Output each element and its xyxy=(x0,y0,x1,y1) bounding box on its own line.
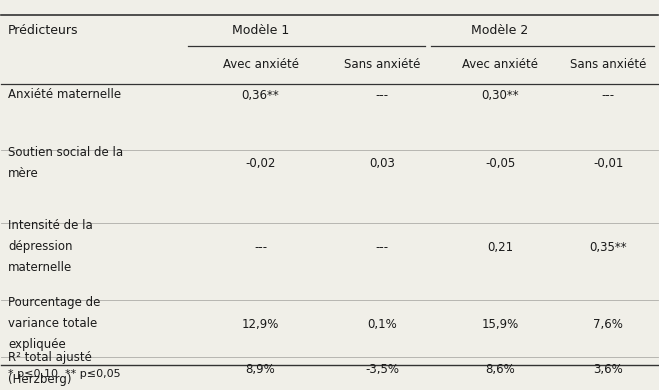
Text: 8,9%: 8,9% xyxy=(246,363,275,376)
Text: -0,01: -0,01 xyxy=(593,158,623,170)
Text: 8,6%: 8,6% xyxy=(485,363,515,376)
Text: -0,05: -0,05 xyxy=(485,158,515,170)
Text: 3,6%: 3,6% xyxy=(594,363,623,376)
Text: Modèle 2: Modèle 2 xyxy=(471,24,529,37)
Text: ---: --- xyxy=(376,241,389,254)
Text: 15,9%: 15,9% xyxy=(482,318,519,331)
Text: 12,9%: 12,9% xyxy=(242,318,279,331)
Text: mère: mère xyxy=(8,167,39,180)
Text: maternelle: maternelle xyxy=(8,261,72,274)
Text: -3,5%: -3,5% xyxy=(365,363,399,376)
Text: 0,35**: 0,35** xyxy=(590,241,627,254)
Text: Sans anxiété: Sans anxiété xyxy=(344,58,420,71)
Text: 7,6%: 7,6% xyxy=(594,318,623,331)
Text: 0,30**: 0,30** xyxy=(481,89,519,102)
Text: Modèle 1: Modèle 1 xyxy=(232,24,289,37)
Text: 0,21: 0,21 xyxy=(487,241,513,254)
Text: Anxiété maternelle: Anxiété maternelle xyxy=(8,88,121,101)
Text: ---: --- xyxy=(254,241,267,254)
Text: 0,03: 0,03 xyxy=(369,158,395,170)
Text: Soutien social de la: Soutien social de la xyxy=(8,145,123,159)
Text: 0,1%: 0,1% xyxy=(367,318,397,331)
Text: Prédicteurs: Prédicteurs xyxy=(8,24,78,37)
Text: (Herzberg): (Herzberg) xyxy=(8,373,71,386)
Text: -0,02: -0,02 xyxy=(245,158,275,170)
Text: Pourcentage de: Pourcentage de xyxy=(8,296,100,309)
Text: Sans anxiété: Sans anxiété xyxy=(570,58,646,71)
Text: Avec anxiété: Avec anxiété xyxy=(223,58,299,71)
Text: 0,36**: 0,36** xyxy=(242,89,279,102)
Text: variance totale: variance totale xyxy=(8,317,97,330)
Text: Intensité de la: Intensité de la xyxy=(8,219,93,232)
Text: * p≤0,10  ** p≤0,05: * p≤0,10 ** p≤0,05 xyxy=(8,369,121,379)
Text: dépression: dépression xyxy=(8,240,72,253)
Text: Avec anxiété: Avec anxiété xyxy=(462,58,538,71)
Text: ---: --- xyxy=(602,89,615,102)
Text: R² total ajusté: R² total ajusté xyxy=(8,351,92,365)
Text: expliquée: expliquée xyxy=(8,338,66,351)
Text: ---: --- xyxy=(376,89,389,102)
